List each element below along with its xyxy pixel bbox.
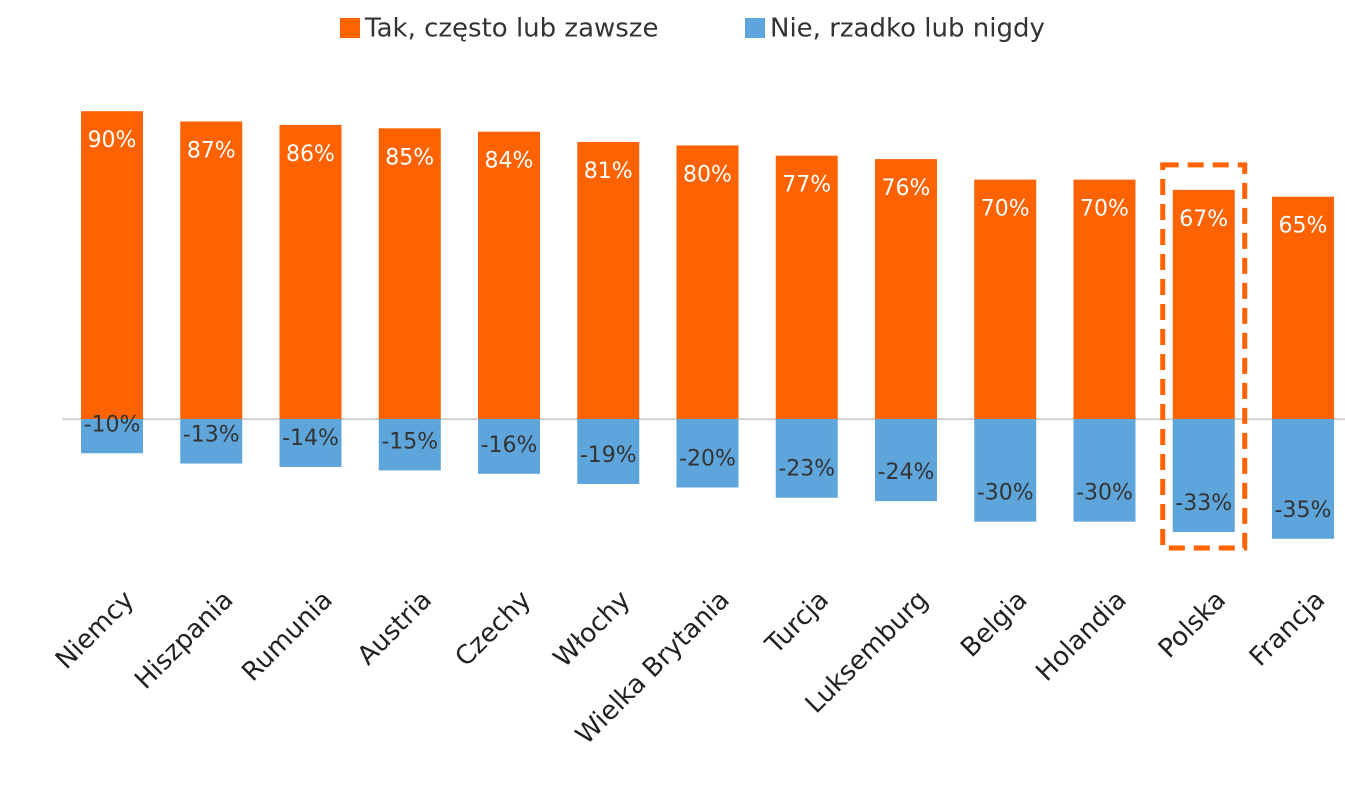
bar bbox=[1172, 189, 1235, 420]
data-label: -24% bbox=[878, 460, 935, 485]
x-tick-label: Czechy bbox=[450, 585, 538, 673]
data-label: -14% bbox=[282, 426, 339, 451]
data-label: 80% bbox=[683, 162, 732, 187]
bar bbox=[1172, 419, 1235, 532]
bar bbox=[974, 419, 1037, 522]
data-label: 70% bbox=[1080, 197, 1129, 222]
x-tick-label: Rumunia bbox=[236, 585, 338, 687]
bar bbox=[81, 419, 144, 454]
bar bbox=[874, 419, 937, 502]
bar bbox=[180, 121, 243, 420]
x-tick-label: Belgia bbox=[955, 585, 1033, 663]
x-tick-label: Hiszpania bbox=[129, 585, 239, 695]
bar bbox=[1271, 196, 1334, 420]
data-label: -13% bbox=[183, 423, 240, 448]
data-label: 76% bbox=[882, 176, 931, 201]
data-label: 86% bbox=[286, 142, 335, 167]
bar bbox=[676, 145, 739, 420]
bar bbox=[974, 179, 1037, 420]
x-tick-label: Włochy bbox=[548, 585, 637, 674]
x-tick-label: Polska bbox=[1153, 585, 1232, 664]
data-label: 81% bbox=[584, 159, 633, 184]
legend-label: Tak, często lub zawsze bbox=[364, 14, 658, 44]
bar bbox=[478, 131, 541, 420]
bar bbox=[279, 419, 342, 467]
legend-swatch bbox=[745, 18, 765, 38]
bar bbox=[775, 419, 838, 498]
bar bbox=[180, 419, 243, 464]
data-label: 87% bbox=[187, 138, 236, 163]
x-tick-label: Austria bbox=[352, 585, 438, 671]
data-label: -30% bbox=[977, 481, 1034, 506]
bar bbox=[676, 419, 739, 488]
bar bbox=[378, 419, 441, 471]
bar bbox=[874, 159, 937, 420]
data-label: -30% bbox=[1076, 481, 1133, 506]
data-label: 90% bbox=[88, 128, 137, 153]
data-label: -35% bbox=[1275, 498, 1332, 523]
x-tick-label: Francja bbox=[1244, 585, 1331, 672]
data-label: -20% bbox=[679, 446, 736, 471]
data-label: -33% bbox=[1175, 491, 1232, 516]
data-label: 85% bbox=[385, 145, 434, 170]
bar bbox=[775, 155, 838, 420]
x-tick-label: Niemcy bbox=[50, 585, 140, 675]
bar bbox=[378, 128, 441, 420]
bar bbox=[1271, 419, 1334, 539]
data-label: -15% bbox=[381, 429, 438, 454]
data-label: 84% bbox=[485, 149, 534, 174]
legend-swatch bbox=[340, 18, 360, 38]
x-tick-label: Holandia bbox=[1030, 585, 1132, 687]
data-label: 65% bbox=[1279, 214, 1328, 239]
x-tick-label: Turcja bbox=[759, 585, 835, 661]
bar bbox=[279, 124, 342, 420]
data-label: 77% bbox=[782, 173, 831, 198]
data-label: 70% bbox=[981, 197, 1030, 222]
bar bbox=[478, 419, 541, 474]
data-label: -19% bbox=[580, 443, 637, 468]
bar bbox=[1073, 179, 1136, 420]
bar bbox=[81, 111, 144, 420]
bar bbox=[1073, 419, 1136, 522]
bar bbox=[577, 141, 640, 420]
bar bbox=[577, 419, 640, 485]
data-label: -10% bbox=[84, 412, 141, 437]
data-label: -16% bbox=[481, 433, 538, 458]
legend-label: Nie, rzadko lub nigdy bbox=[770, 14, 1045, 44]
data-label: 67% bbox=[1179, 207, 1228, 232]
data-label: -23% bbox=[778, 457, 835, 482]
highlight-box bbox=[1160, 162, 1248, 551]
